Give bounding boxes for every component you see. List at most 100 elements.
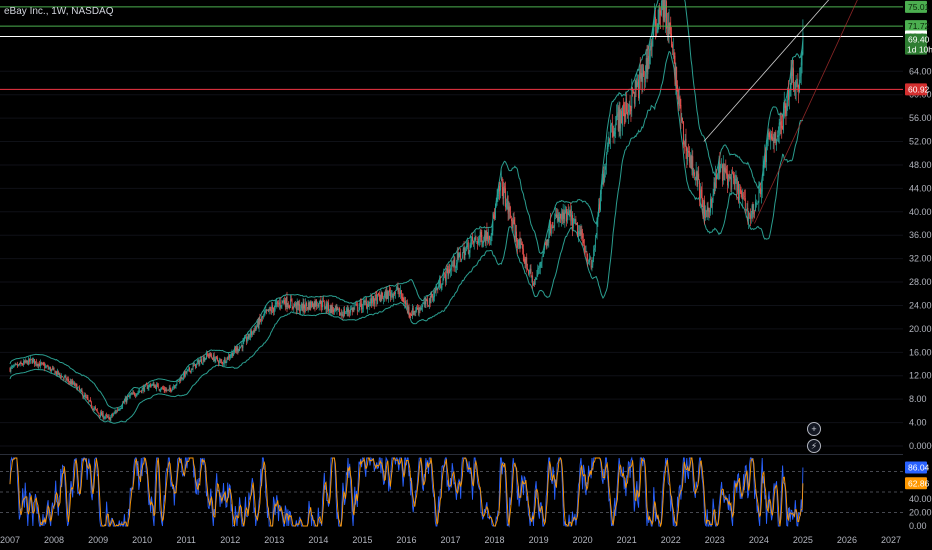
candle-body	[155, 385, 157, 389]
time-axis[interactable]: 2007 2008 2009 2010 2011 2012 2013 2014 2015 2016…	[0, 535, 901, 545]
candle-body	[194, 363, 196, 366]
candle-body	[276, 301, 278, 305]
candle-body	[373, 301, 375, 305]
candle-body	[511, 219, 512, 222]
candle-body	[675, 66, 677, 88]
candle-body	[179, 379, 180, 382]
price-tick-label: 16.00	[909, 347, 932, 357]
candle-body	[686, 148, 688, 159]
candle-body	[101, 412, 103, 416]
candle-body	[167, 389, 168, 391]
candle-body	[678, 97, 680, 104]
lightning-icon[interactable]: ⚡	[807, 439, 821, 453]
candle-body	[96, 409, 97, 410]
candle-body	[542, 254, 544, 257]
candle-body	[582, 235, 584, 239]
candle-body	[446, 268, 448, 271]
candle-body	[133, 391, 135, 393]
year-label: 2019	[529, 535, 549, 545]
candle-body	[129, 395, 130, 397]
candle-body	[496, 196, 498, 203]
candle-body	[775, 131, 777, 143]
year-label: 2011	[177, 535, 196, 545]
candle-body	[459, 252, 461, 254]
candle-body	[84, 395, 86, 397]
candle-body	[683, 121, 684, 145]
candle-body	[411, 314, 412, 316]
countdown-text: 1d 10h	[907, 45, 932, 55]
candle-body	[664, 0, 666, 17]
candle-body	[661, 0, 663, 5]
candle-body	[321, 305, 323, 308]
candle-body	[193, 365, 195, 366]
candle-body	[369, 301, 371, 303]
candle-body	[384, 291, 386, 295]
candle-body	[761, 177, 763, 192]
candle-body	[81, 389, 83, 393]
candle-body	[642, 67, 644, 83]
candle-body	[77, 387, 79, 390]
candle-body	[652, 28, 654, 39]
candle-body	[534, 279, 536, 285]
candle-body	[408, 306, 410, 314]
candle-body	[475, 236, 477, 240]
candle-body	[367, 304, 369, 307]
candle-body	[445, 268, 447, 283]
candle-body	[560, 214, 562, 219]
candle-body	[439, 279, 440, 287]
candle-body	[74, 383, 76, 386]
symbol-title[interactable]: eBay Inc., 1W, NASDAQ	[4, 6, 114, 17]
candle-body	[66, 379, 68, 381]
candle-body	[395, 288, 397, 291]
candle-body	[240, 344, 242, 347]
candle-body	[229, 356, 231, 359]
plus-circle-icon[interactable]: +	[807, 422, 821, 436]
candle-body	[744, 196, 745, 198]
candle-body	[382, 296, 384, 299]
candle-body	[25, 360, 27, 363]
candle-body	[48, 368, 50, 369]
candle-body	[799, 76, 801, 77]
candle-body	[413, 311, 415, 315]
year-label: 2007	[0, 535, 20, 545]
candle-body	[212, 357, 213, 360]
candle-body	[663, 0, 665, 21]
candle-body	[716, 174, 717, 180]
candle-body	[67, 378, 69, 380]
level-tag-text: 60.92	[908, 84, 930, 94]
candle-body	[641, 73, 643, 82]
candle-body	[279, 301, 281, 306]
candle-body	[337, 306, 339, 310]
candle-body	[543, 251, 545, 256]
candle-body	[589, 258, 590, 263]
candle-body	[70, 381, 72, 385]
candle-body	[637, 81, 639, 86]
candle-body	[380, 292, 382, 302]
candle-body	[435, 288, 437, 292]
candle-body	[738, 181, 739, 200]
candle-body	[585, 250, 587, 252]
candle-body	[788, 88, 789, 101]
candle-body	[86, 397, 88, 398]
candle-body	[191, 368, 193, 370]
candle-body	[654, 14, 656, 24]
candle-body	[362, 308, 363, 309]
candle-body	[627, 111, 628, 115]
candle-body	[445, 274, 446, 282]
year-label: 2018	[485, 535, 505, 545]
candle-body	[190, 370, 191, 373]
candle-body	[752, 203, 754, 214]
candle-body	[143, 387, 145, 392]
candle-body	[270, 309, 272, 312]
candle-body	[770, 133, 772, 140]
candle-body	[540, 262, 542, 267]
candle-body	[578, 231, 580, 232]
candle-body	[523, 259, 525, 261]
candle-body	[605, 166, 606, 170]
candle-body	[442, 278, 444, 285]
candle-body	[447, 269, 449, 276]
candle-body	[103, 417, 105, 419]
candle-body	[580, 229, 582, 236]
